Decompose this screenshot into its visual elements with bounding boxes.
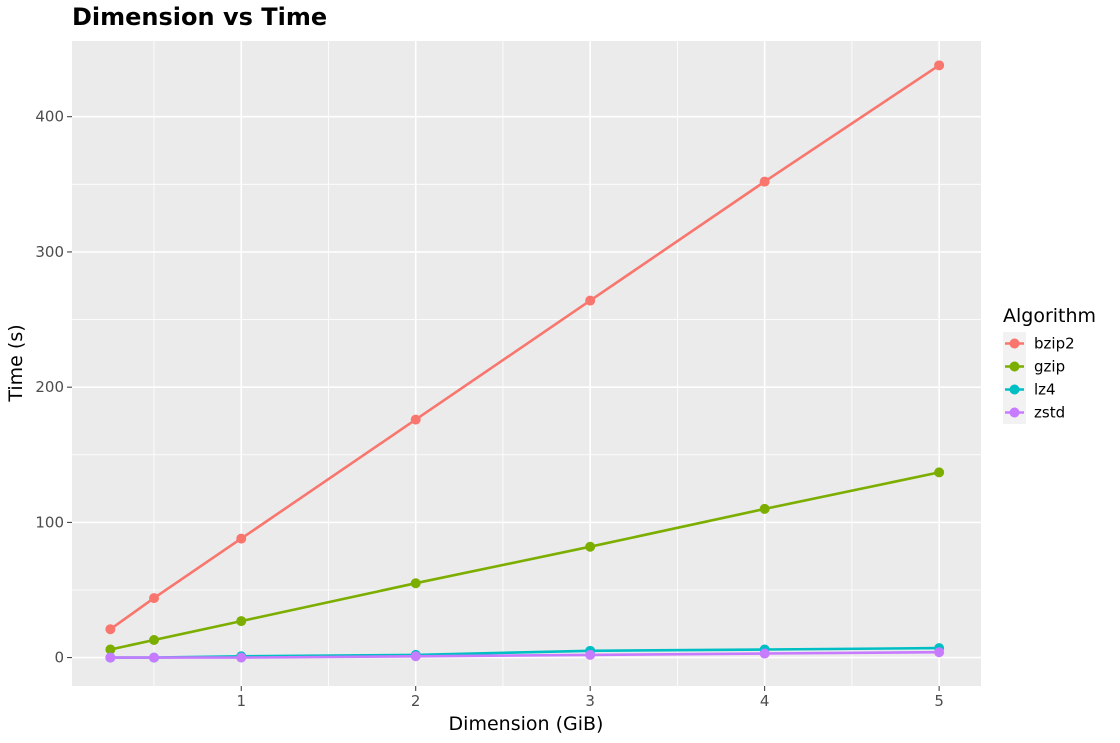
- data-point-zstd: [149, 652, 160, 663]
- x-tick-label: 3: [585, 692, 595, 710]
- legend-label: zstd: [1034, 404, 1065, 422]
- legend-point-swatch: [1009, 338, 1020, 349]
- axis-ticks: 1 2 3 4 5 0 100 200 300 400: [35, 108, 944, 710]
- data-point-bzip2: [149, 593, 160, 604]
- legend-point-swatch: [1009, 384, 1020, 395]
- data-point-bzip2: [105, 624, 116, 635]
- y-tick-label: 0: [54, 649, 64, 667]
- data-point-bzip2: [759, 176, 770, 187]
- plot-panel: [72, 41, 981, 686]
- data-point-gzip: [759, 503, 770, 514]
- x-tick-label: 4: [760, 692, 770, 710]
- x-axis-title: Dimension (GiB): [449, 713, 604, 735]
- data-point-zstd: [410, 651, 421, 662]
- data-point-zstd: [236, 652, 247, 663]
- data-point-bzip2: [934, 60, 945, 71]
- series-zstd: [105, 647, 945, 663]
- legend-label: bzip2: [1034, 335, 1075, 353]
- x-tick-label: 1: [236, 692, 246, 710]
- y-tick-label: 300: [35, 243, 64, 261]
- legend-item-bzip2: bzip2: [1003, 332, 1075, 355]
- data-point-bzip2: [410, 414, 421, 425]
- legend-item-lz4: lz4: [1003, 378, 1056, 401]
- data-point-gzip: [105, 644, 116, 655]
- y-tick-label: 400: [35, 108, 64, 126]
- x-tick-label: 2: [411, 692, 421, 710]
- legend-label: gzip: [1034, 358, 1065, 376]
- legend-label: lz4: [1034, 381, 1056, 399]
- data-point-gzip: [410, 578, 421, 589]
- grid-lines: [72, 41, 981, 686]
- data-point-bzip2: [236, 533, 247, 544]
- y-axis-title: Time (s): [5, 324, 27, 402]
- data-point-gzip: [934, 467, 945, 478]
- data-point-zstd: [585, 649, 596, 660]
- y-tick-label: 200: [35, 378, 64, 396]
- legend-item-zstd: zstd: [1003, 401, 1065, 424]
- legend: Algorithm bzip2 gzip lz4 zstd: [1003, 305, 1096, 424]
- y-tick-label: 100: [35, 513, 64, 531]
- data-point-zstd: [105, 652, 116, 663]
- legend-point-swatch: [1009, 407, 1020, 418]
- chart-title: Dimension vs Time: [72, 3, 327, 31]
- data-point-zstd: [759, 648, 770, 659]
- legend-title: Algorithm: [1003, 305, 1096, 327]
- series-layer: [105, 60, 945, 663]
- series-bzip2: [105, 60, 945, 635]
- legend-item-gzip: gzip: [1003, 355, 1065, 378]
- legend-point-swatch: [1009, 361, 1020, 372]
- data-point-gzip: [236, 616, 247, 627]
- data-point-gzip: [149, 635, 160, 646]
- data-point-zstd: [934, 647, 945, 658]
- data-point-bzip2: [585, 295, 596, 306]
- x-tick-label: 5: [934, 692, 944, 710]
- data-point-gzip: [585, 541, 596, 552]
- series-gzip: [105, 467, 945, 655]
